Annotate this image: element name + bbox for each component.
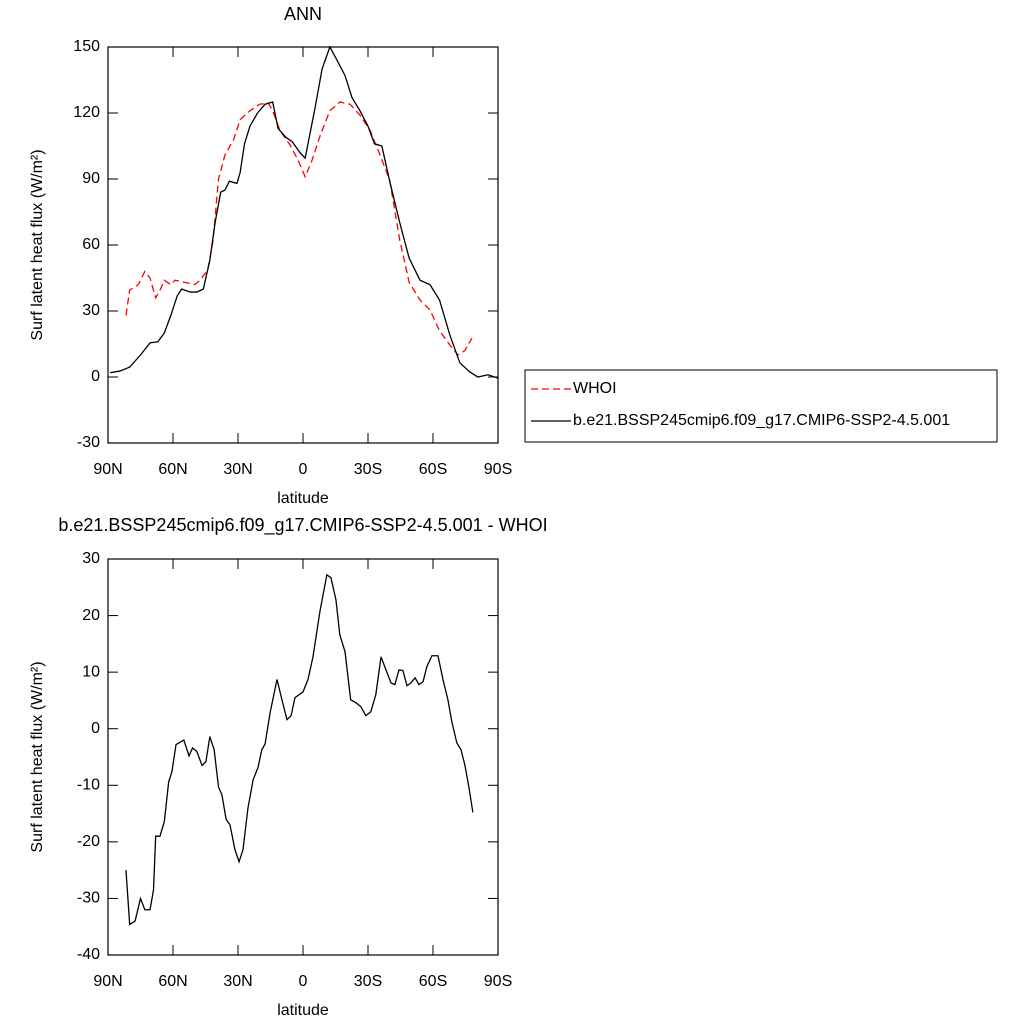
x-axis-label: latitude [277, 490, 329, 507]
x-tick-label: 90S [484, 461, 512, 478]
y-tick-label: 10 [82, 663, 100, 680]
plot-frame [107, 558, 499, 956]
x-tick-label: 90N [93, 973, 122, 990]
chart-title: ANN [284, 4, 322, 24]
x-tick-label: 90N [93, 461, 122, 478]
x-tick-label: 90S [484, 973, 512, 990]
y-tick-label: 0 [91, 720, 100, 737]
legend-box [524, 369, 998, 443]
y-axis-label: Surf latent heat flux (W/m²) [29, 661, 46, 852]
y-tick-label: 90 [82, 170, 100, 187]
data-line [110, 45, 499, 379]
x-tick-label: 0 [299, 461, 308, 478]
y-tick-label: -30 [77, 890, 100, 907]
y-tick-label: -40 [77, 946, 100, 963]
y-tick-label: 120 [73, 104, 100, 121]
plot-frame [107, 46, 499, 444]
y-tick-label: 150 [73, 38, 100, 55]
x-tick-label: 60S [419, 461, 447, 478]
y-axis-label: Surf latent heat flux (W/m²) [29, 149, 46, 340]
x-tick-label: 30N [223, 973, 252, 990]
x-tick-label: 60S [419, 973, 447, 990]
x-tick-label: 30N [223, 461, 252, 478]
y-tick-label: -30 [77, 434, 100, 451]
x-tick-label: 30S [354, 461, 382, 478]
y-tick-label: 20 [82, 607, 100, 624]
x-tick-label: 60N [158, 973, 187, 990]
x-tick-label: 30S [354, 973, 382, 990]
data-line [125, 573, 474, 926]
y-tick-label: -20 [77, 833, 100, 850]
y-tick-label: 30 [82, 302, 100, 319]
x-axis-label: latitude [277, 1002, 329, 1019]
y-tick-label: 30 [82, 550, 100, 567]
x-tick-label: 0 [299, 973, 308, 990]
x-tick-label: 60N [158, 461, 187, 478]
chart-title: b.e21.BSSP245cmip6.f09_g17.CMIP6-SSP2-4.… [58, 515, 547, 536]
legend-label: WHOI [573, 380, 617, 397]
data-line [125, 101, 473, 356]
y-tick-label: 0 [91, 368, 100, 385]
y-tick-label: -10 [77, 777, 100, 794]
legend-label: b.e21.BSSP245cmip6.f09_g17.CMIP6-SSP2-4.… [573, 412, 950, 429]
y-tick-label: 60 [82, 236, 100, 253]
